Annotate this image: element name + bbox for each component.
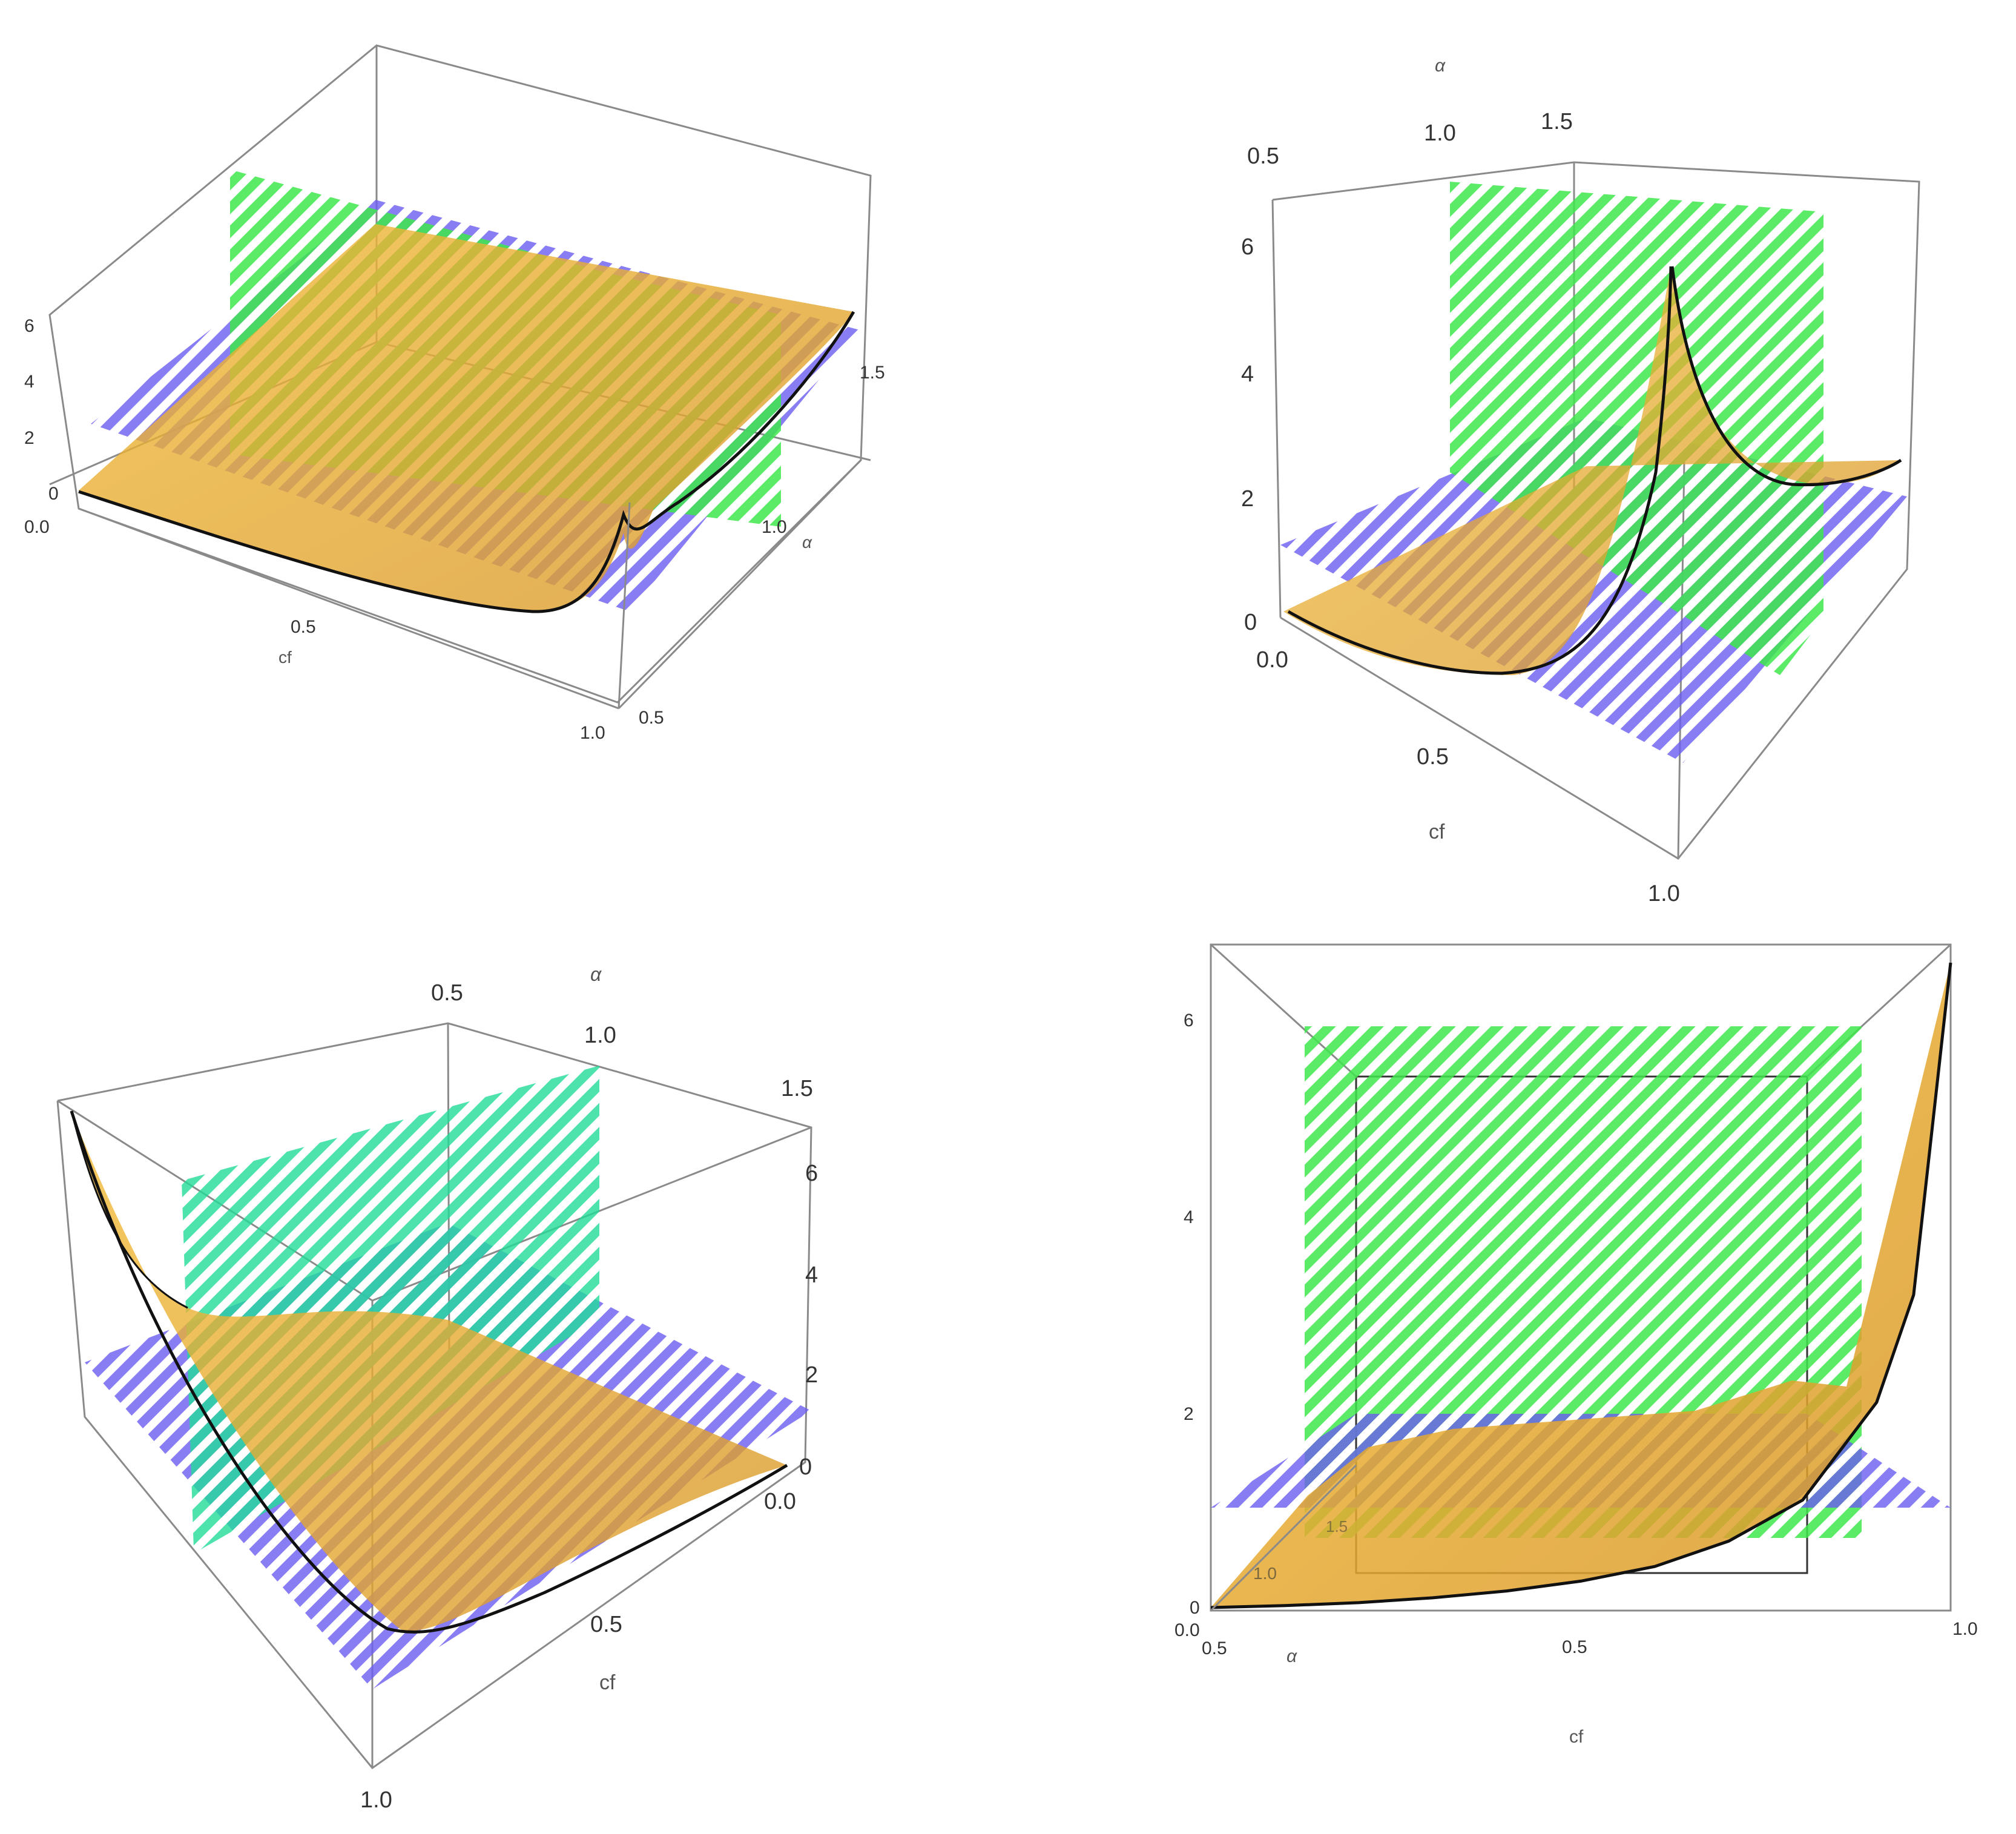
panel-bottom-left: α 0.5 1.0 1.5 6 4 2 0 0.0 0.5 1.0 cf	[56, 963, 818, 1813]
x-tick-label: 1.0	[360, 1787, 392, 1813]
x-tick-label: 1.0	[1952, 1619, 1978, 1639]
x-tick-label: 1.0	[580, 723, 605, 743]
y-tick-label: 1.0	[584, 1023, 616, 1048]
surface-front-curve	[1210, 962, 1952, 1609]
z-tick-label: 2	[24, 428, 35, 448]
box-front-edge	[78, 507, 619, 710]
y-tick-label: 1.5	[781, 1076, 813, 1101]
z-tick-label: 2	[805, 1362, 818, 1388]
z-tick-label: 4	[1184, 1207, 1194, 1227]
x-axis-label: cf	[278, 648, 292, 667]
y-axis-label: α	[1435, 56, 1446, 76]
x-tick-label: 0.5	[1562, 1637, 1587, 1657]
y-tick-label: 1.0	[1424, 120, 1456, 146]
x-axis-label: cf	[1429, 820, 1445, 843]
y-tick-label: 0.5	[639, 708, 664, 728]
y-axis-label: α	[802, 533, 812, 552]
y-axis-label: α	[590, 963, 602, 985]
y-axis-label: α	[1286, 1646, 1297, 1666]
panel-bottom-right: 6 4 2 0 0.0 0.5 1.0 0.5 1.0 1.5 α cf	[1174, 943, 1978, 1747]
x-tick-label: 0.5	[590, 1612, 622, 1637]
box-edge	[1271, 199, 1282, 618]
z-tick-label: 6	[1241, 234, 1254, 260]
z-tick-label: 2	[1184, 1404, 1194, 1424]
y-tick-label: 1.0	[1253, 1564, 1277, 1583]
x-tick-label: 0.5	[291, 617, 316, 637]
surface	[79, 224, 854, 612]
surface-edge	[70, 1110, 188, 1309]
y-tick-label: 1.5	[1541, 109, 1573, 134]
surface-edge	[70, 1110, 788, 1634]
z-tick-label: 0	[48, 484, 59, 504]
y-tick-label: 1.5	[1326, 1517, 1348, 1535]
surface	[71, 1111, 787, 1631]
x-tick-label: 1.0	[1648, 881, 1680, 906]
x-tick-label: 0.0	[24, 517, 50, 537]
surface	[1283, 266, 1901, 675]
z-tick-label: 0	[1244, 610, 1257, 635]
y-tick-label: 0.5	[1202, 1638, 1227, 1658]
x-axis-label: cf	[1569, 1727, 1584, 1747]
x-axis-label: cf	[599, 1671, 616, 1694]
z-tick-label: 6	[1184, 1011, 1194, 1031]
y-tick-label: 1.5	[860, 363, 885, 383]
z-tick-label: 0	[799, 1454, 812, 1480]
box-front-edge	[618, 459, 862, 710]
y-tick-label: 0.5	[431, 980, 463, 1006]
x-tick-label: 0.0	[1256, 647, 1288, 673]
surface-edge	[78, 311, 855, 613]
x-tick-label: 0.0	[764, 1489, 796, 1514]
surface	[1211, 963, 1951, 1608]
panel-top-right: α 0.5 1.0 1.5 6 4 2 0 0.0 0.5 1.0 cf	[1241, 56, 1920, 906]
axis-alpha-edge	[1210, 1464, 1357, 1612]
green-plane	[1450, 182, 1823, 675]
y-tick-label: 0.5	[1247, 143, 1279, 169]
surface-edge	[1287, 266, 1673, 675]
x-tick-label: 0.0	[1174, 1620, 1200, 1640]
z-tick-label: 4	[805, 1262, 818, 1288]
surface-edge	[1670, 266, 1902, 487]
box-edge	[1272, 161, 1920, 860]
panel-top-left: 6 4 2 0 0.0 0.5 1.0 0.5 1.0 1.5 cf α	[24, 44, 885, 743]
z-tick-label: 6	[24, 316, 35, 336]
z-tick-label: 4	[24, 372, 35, 392]
x-tick-label: 0.5	[1417, 744, 1449, 770]
z-tick-label: 6	[805, 1161, 818, 1186]
z-tick-label: 4	[1241, 361, 1254, 387]
z-tick-label: 0	[1190, 1598, 1200, 1618]
y-tick-label: 1.0	[762, 517, 787, 537]
z-tick-label: 2	[1241, 486, 1254, 512]
box-outer	[1210, 943, 1952, 1612]
box-front-edge	[618, 502, 631, 709]
